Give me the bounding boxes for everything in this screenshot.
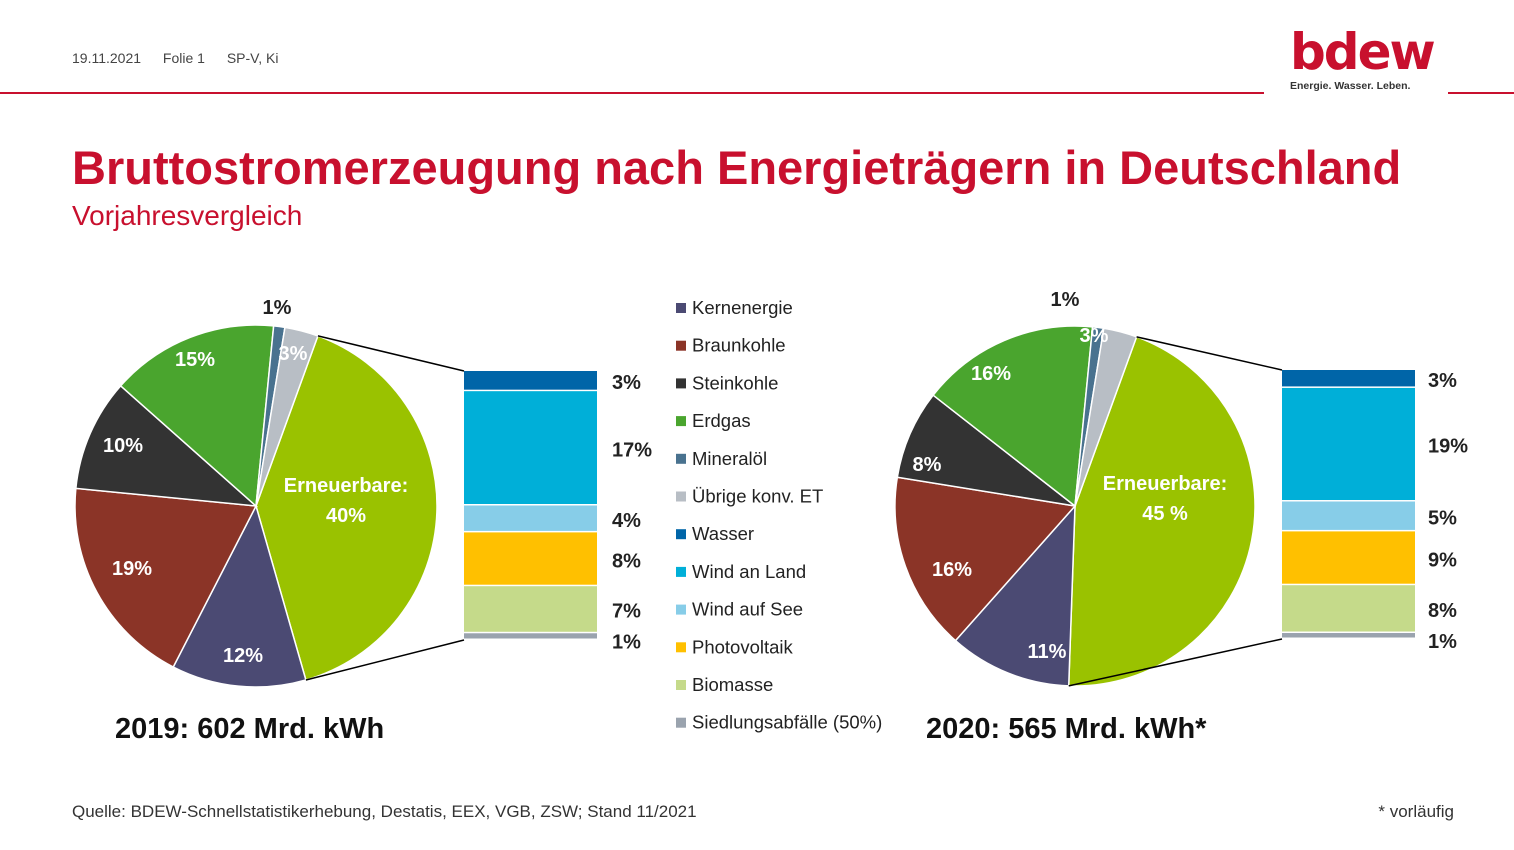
pie0-label-braunkohle: 19% (112, 558, 152, 580)
footer-source: Quelle: BDEW-Schnellstatistikerhebung, D… (72, 802, 697, 821)
header-date: 19.11.2021 (72, 50, 142, 66)
pie1-slice-kernenergie (954, 503, 1076, 687)
bar1-segment-wind-auf-see (1282, 501, 1415, 530)
pie1-label-mineraloel: 1% (1051, 289, 1080, 311)
bar1-label-biomasse: 8% (1428, 600, 1457, 622)
legend-label-uebrige-konv-et: Übrige konv. ET (692, 486, 823, 507)
legend-swatch-biomasse (676, 680, 686, 690)
bar1-segment-siedlungsabfaelle-50 (1282, 633, 1415, 638)
page-subtitle: Vorjahresvergleich (72, 200, 303, 231)
pie0-label-kernenergie: 12% (223, 645, 263, 667)
legend-label-braunkohle: Braunkohle (692, 335, 786, 356)
legend-label-mineraloel: Mineralöl (692, 448, 767, 469)
legend-swatch-steinkohle (676, 378, 686, 389)
pie0-connector-top (317, 335, 465, 372)
bar1-segment-wasser (1282, 370, 1415, 387)
header-rule-right (1448, 92, 1514, 94)
pie1-value-erneuerbare: 45 % (1142, 503, 1188, 525)
pie0-value-erneuerbare: 40% (326, 505, 366, 527)
pie0-label-mineraloel: 1% (263, 297, 292, 319)
bdew-logo: bdew Energie. Wasser. Leben. (1290, 23, 1436, 92)
pie0-slice-erdgas (119, 324, 275, 508)
legend-label-wind-an-land: Wind an Land (692, 561, 806, 582)
pie1-label-erdgas: 16% (971, 363, 1011, 385)
header-author: SP-V, Ki (226, 50, 279, 66)
legend-label-wind-auf-see: Wind auf See (692, 599, 803, 620)
pie1-slice-uebrige-konv-et (1074, 327, 1138, 507)
logo-wordmark: bdew (1290, 23, 1436, 81)
pie0-slice-kernenergie (172, 503, 307, 688)
bar0-segment-siedlungsabfaelle-50 (464, 633, 597, 639)
pie0-caption: 2019: 602 Mrd. kWh (115, 713, 384, 745)
legend-swatch-uebrige-konv-et (676, 491, 686, 502)
legend-swatch-kernenergie (676, 303, 686, 313)
pie0-connector-bottom (305, 639, 465, 681)
pie0-slice-erneuerbare (255, 334, 438, 681)
bar1-label-photovoltaik: 9% (1428, 549, 1457, 571)
pie1-slice-erneuerbare (1067, 335, 1256, 687)
bar1-segment-wind-an-land (1282, 387, 1415, 501)
legend-label-wasser: Wasser (692, 523, 754, 544)
bar1-segment-biomasse (1282, 585, 1415, 632)
pie1-slice-braunkohle (894, 476, 1077, 642)
legend-swatch-braunkohle (676, 340, 686, 351)
legend-label-biomasse: Biomasse (692, 674, 773, 695)
bar0-label-biomasse: 7% (612, 601, 641, 623)
pie1-caption: 2020: 565 Mrd. kWh* (926, 713, 1207, 745)
pie0-label-erneuerbare: Erneuerbare: (284, 475, 409, 497)
bar0-label-wind-auf-see: 4% (612, 510, 641, 532)
legend-swatch-mineraloel (676, 453, 686, 464)
bar0-segment-wind-an-land (464, 391, 597, 504)
pie1-slice-erdgas (932, 325, 1094, 508)
header-rule-left (0, 92, 1264, 94)
legend-swatch-siedlungsabfaelle-50 (676, 717, 686, 728)
pie0-label-uebrige-konv-et: 3% (279, 343, 308, 365)
bar1-label-wasser: 3% (1428, 370, 1457, 392)
legend-swatch-photovoltaik (676, 642, 686, 653)
bar0-segment-photovoltaik (464, 532, 597, 585)
pie1-label-uebrige-konv-et: 3% (1080, 325, 1109, 347)
bar0-label-siedlungsabfaelle-50: 1% (612, 632, 641, 654)
pie1-label-kernenergie: 11% (1028, 641, 1067, 663)
bar0-segment-biomasse (464, 586, 597, 632)
legend-swatch-erdgas (676, 416, 686, 427)
legend-label-erdgas: Erdgas (692, 410, 751, 431)
header-meta: 19.11.2021 Folie 1 SP-V, Ki (72, 50, 296, 66)
pie0-slice-uebrige-konv-et (255, 326, 319, 507)
page-title: Bruttostromerzeugung nach Energieträgern… (72, 141, 1402, 194)
pie1-slice-steinkohle (896, 394, 1076, 507)
pie1-label-braunkohle: 16% (932, 559, 972, 581)
bar1-label-wind-an-land: 19% (1428, 436, 1468, 458)
pie1-connector-top (1136, 336, 1283, 371)
bar0-label-wasser: 3% (612, 372, 641, 394)
legend-swatch-wind-an-land (676, 566, 686, 577)
logo-tagline: Energie. Wasser. Leben. (1290, 80, 1411, 92)
legend-label-steinkohle: Steinkohle (692, 372, 778, 393)
legend-label-siedlungsabfaelle-50: Siedlungsabfälle (50%) (692, 712, 882, 733)
pie0-slice-braunkohle (74, 487, 258, 668)
bar1-label-wind-auf-see: 5% (1428, 507, 1457, 529)
legend-label-photovoltaik: Photovoltaik (692, 636, 794, 657)
legend-label-kernenergie: Kernenergie (692, 297, 793, 318)
footer-note: * vorläufig (1378, 802, 1454, 821)
header-slide: Folie 1 (162, 50, 205, 66)
pie0-label-steinkohle: 10% (103, 435, 143, 457)
legend-swatch-wasser (676, 529, 686, 540)
pie0-label-erdgas: 15% (175, 349, 215, 371)
bar1-segment-photovoltaik (1282, 531, 1415, 584)
legend-swatch-wind-auf-see (676, 604, 686, 615)
bar1-label-siedlungsabfaelle-50: 1% (1428, 631, 1457, 653)
pie1-label-steinkohle: 8% (913, 454, 942, 476)
pie1-label-erneuerbare: Erneuerbare: (1103, 473, 1228, 495)
bar0-label-wind-an-land: 17% (612, 439, 652, 461)
pie0-slice-steinkohle (75, 384, 259, 507)
bar0-segment-wasser (464, 371, 597, 390)
bar0-label-photovoltaik: 8% (612, 550, 641, 572)
pie1-connector-bottom (1068, 638, 1283, 687)
bar0-segment-wind-auf-see (464, 505, 597, 531)
